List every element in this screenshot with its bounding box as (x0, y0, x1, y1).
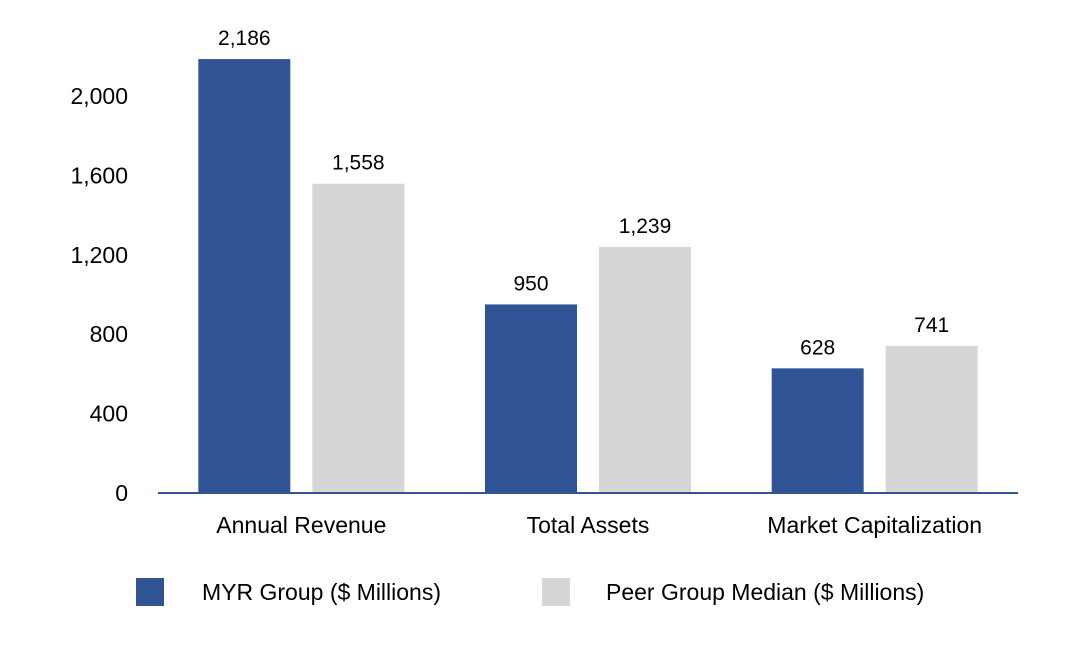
legend-label-peer-group-median: Peer Group Median ($ Millions) (606, 578, 925, 605)
x-category-label: Annual Revenue (216, 512, 386, 538)
bar-peer-group-median-annual-revenue (312, 183, 405, 493)
y-tick-label: 1,200 (70, 242, 128, 268)
y-tick-label: 0 (115, 480, 128, 506)
bar-data-label: 1,239 (619, 215, 672, 238)
bar-peer-group-median-total-assets (599, 247, 691, 493)
bar-data-label: 1,558 (332, 152, 385, 175)
x-axis-category-labels: Annual Revenue Total Assets Market Capital… (216, 512, 982, 538)
bar-series (198, 59, 978, 493)
x-category-label: Total Assets (527, 512, 650, 538)
bar-data-label: 628 (800, 336, 835, 359)
legend-item-myr-group: MYR Group ($ Millions) (136, 572, 441, 612)
y-tick-label: 1,600 (70, 162, 128, 188)
y-tick-label: 800 (90, 321, 128, 347)
bar-data-label: 741 (914, 314, 949, 337)
legend: MYR Group ($ Millions) Peer Group Median… (0, 572, 1076, 612)
x-category-label: Market Capitalization (767, 512, 982, 538)
legend-label-myr-group: MYR Group ($ Millions) (202, 578, 441, 605)
legend-swatch-peer-group-median (542, 578, 570, 606)
bar-peer-group-median-market-capitalization (885, 345, 978, 493)
bar-myr-group-total-assets (485, 304, 577, 493)
legend-swatch-myr-group (136, 578, 164, 606)
bar-data-label: 950 (513, 272, 548, 295)
bar-myr-group-market-capitalization (771, 368, 864, 493)
bar-data-label: 2,186 (218, 27, 271, 50)
y-tick-label: 2,000 (70, 83, 128, 109)
legend-item-peer-group-median: Peer Group Median ($ Millions) (542, 572, 924, 612)
y-tick-label: 400 (90, 401, 128, 427)
bar-myr-group-annual-revenue (198, 59, 291, 493)
bar-data-labels: 2,186 1,558 950 1,239 628 741 (218, 27, 949, 359)
y-axis-tick-labels: 0 400 800 1,200 1,600 2,000 (70, 83, 128, 506)
